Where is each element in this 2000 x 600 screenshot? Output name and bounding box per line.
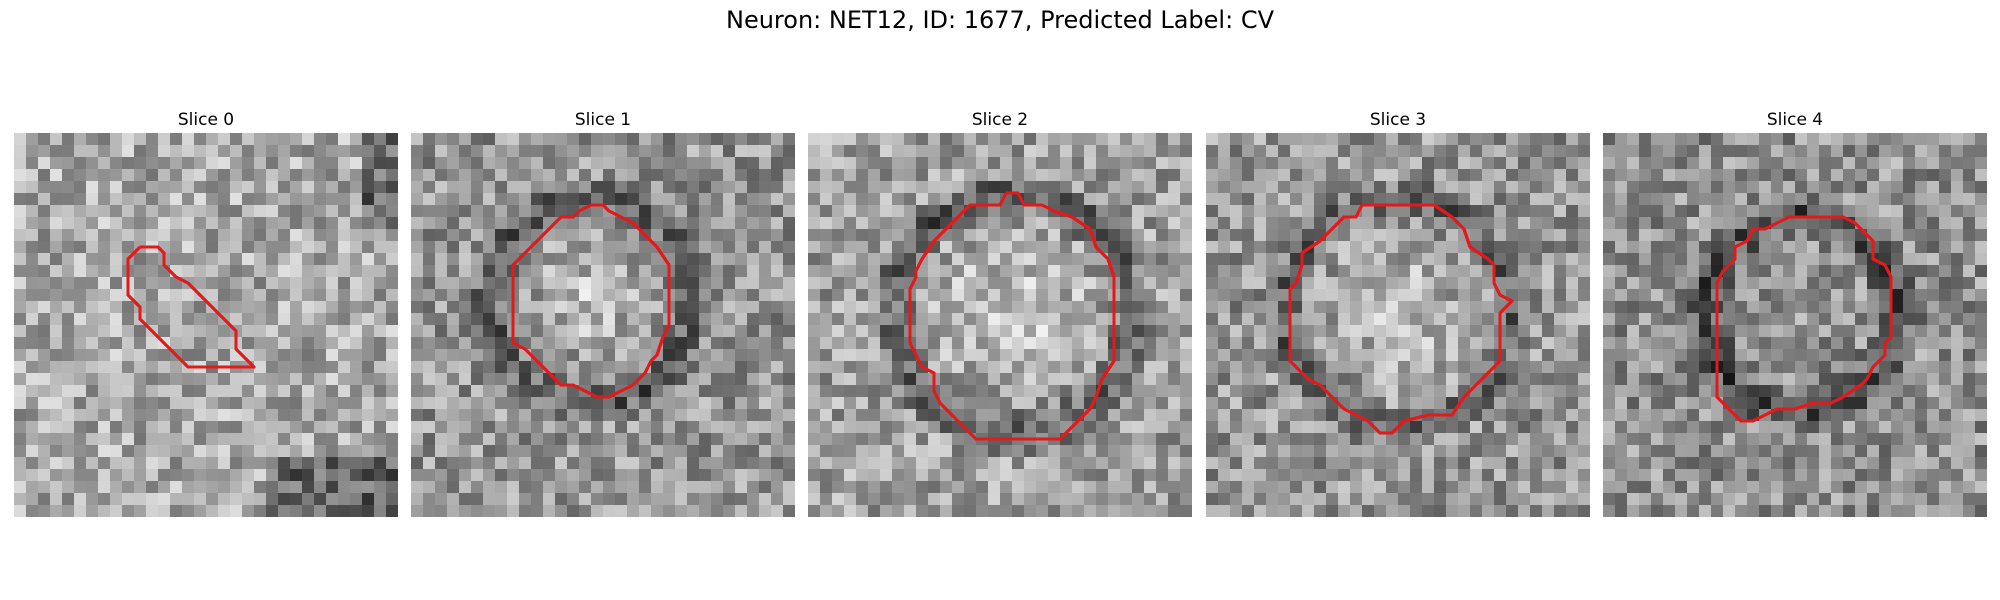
slice-image: [1206, 133, 1590, 517]
slice-title: Slice 3: [1369, 110, 1427, 130]
slice-image: [808, 133, 1192, 517]
segmentation-contour: [126, 245, 256, 369]
segmentation-contour: [511, 203, 671, 399]
slice-panel: Slice 3: [1206, 108, 1590, 517]
figure-title: Neuron: NET12, ID: 1677, Predicted Label…: [726, 6, 1274, 34]
slice-title: Slice 0: [177, 110, 235, 130]
slice-panel: Slice 4: [1603, 108, 1987, 517]
slice-panel: Slice 1: [411, 108, 795, 517]
segmentation-contour: [1288, 203, 1514, 435]
slice-image: [1603, 133, 1987, 517]
slice-panel: Slice 0: [14, 108, 398, 517]
slice-title: Slice 1: [574, 110, 632, 130]
segmentation-contour: [908, 191, 1116, 441]
slice-image: [411, 133, 795, 517]
slice-title: Slice 4: [1766, 110, 1824, 130]
segmentation-contour: [1715, 215, 1893, 423]
slice-panel: Slice 2: [808, 108, 1192, 517]
slice-title: Slice 2: [971, 110, 1029, 130]
slice-image: [14, 133, 398, 517]
